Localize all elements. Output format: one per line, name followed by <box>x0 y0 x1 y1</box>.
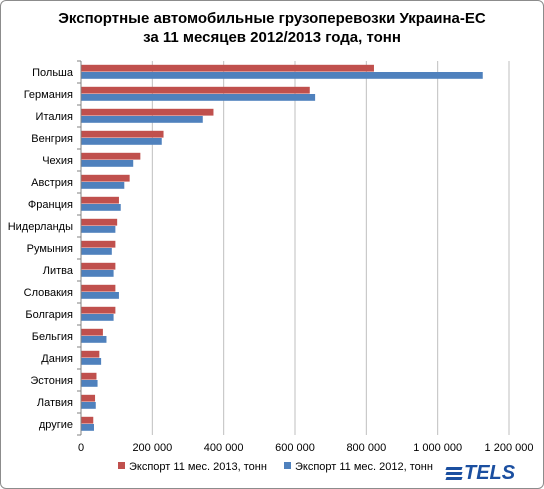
bar-2012 <box>81 314 114 321</box>
bar-2013 <box>81 196 119 204</box>
category-label: Польша <box>32 67 74 79</box>
category-label: Италия <box>36 111 74 123</box>
chart-title-line1: Экспортные автомобильные грузоперевозки … <box>58 10 486 27</box>
bar-2013 <box>81 262 116 270</box>
category-label: Словакия <box>24 287 73 299</box>
category-label: Дания <box>41 353 73 365</box>
bar-2012 <box>81 270 114 277</box>
category-label: Венгрия <box>31 133 73 145</box>
category-label: Франция <box>28 199 73 211</box>
x-tick-label: 600 000 <box>275 442 315 454</box>
bar-2012 <box>81 358 102 365</box>
x-tick-label: 1 200 000 <box>485 442 534 454</box>
legend-item-2012: Экспорт 11 мес. 2012, тонн <box>283 461 433 473</box>
legend-item-2013: Экспорт 11 мес. 2013, тонн <box>118 461 267 473</box>
bar-2013 <box>81 328 103 336</box>
bar-2012 <box>81 226 116 233</box>
legend-swatch-2012 <box>283 462 291 469</box>
bar-2013 <box>81 218 118 226</box>
bar-2013 <box>81 372 97 380</box>
x-tick-label: 200 000 <box>132 442 172 454</box>
bar-2013 <box>81 394 96 402</box>
category-label: другие <box>39 419 73 431</box>
x-tick-label: 400 000 <box>204 442 244 454</box>
bar-2013 <box>81 108 214 116</box>
chart-title: Экспортные автомобильные грузоперевозки … <box>0 9 544 47</box>
category-label: Латвия <box>37 397 73 409</box>
bar-2013 <box>81 64 374 72</box>
bar-2013 <box>81 86 310 94</box>
bar-2012 <box>81 204 121 211</box>
category-label: Румыния <box>27 243 73 255</box>
logo-stripes-icon <box>445 465 463 482</box>
bar-2012 <box>81 336 107 343</box>
legend-label-2013: Экспорт 11 мес. 2013, тонн <box>129 461 267 473</box>
category-label: Эстония <box>30 375 73 387</box>
bar-2013 <box>81 130 164 138</box>
bar-2012 <box>81 292 119 299</box>
bar-2013 <box>81 152 141 160</box>
bar-2012 <box>81 116 203 123</box>
category-label: Нидерланды <box>8 221 73 233</box>
bar-2013 <box>81 416 94 424</box>
bar-2012 <box>81 94 316 101</box>
bar-2013 <box>81 284 116 292</box>
x-tick-label: 0 <box>78 442 84 454</box>
bar-2012 <box>81 424 94 431</box>
bar-2013 <box>81 240 116 248</box>
category-label: Литва <box>43 265 74 277</box>
bar-2012 <box>81 160 134 167</box>
chart-legend: Экспорт 11 мес. 2013, тонн Экспорт 11 ме… <box>118 461 447 473</box>
tels-logo: TELS <box>445 462 516 485</box>
chart-title-line2: за 11 месяцев 2012/2013 года, тонн <box>143 29 401 46</box>
bar-2012 <box>81 182 125 189</box>
bar-2012 <box>81 138 162 145</box>
legend-swatch-2013 <box>118 462 125 469</box>
category-label: Болгария <box>25 309 73 321</box>
bar-2013 <box>81 350 100 358</box>
legend-label-2012: Экспорт 11 мес. 2012, тонн <box>294 461 433 473</box>
category-label: Бельгия <box>32 331 73 343</box>
category-label: Германия <box>24 89 73 101</box>
bar-2012 <box>81 248 112 255</box>
bar-2013 <box>81 174 130 182</box>
bar-2012 <box>81 402 96 409</box>
bar-2012 <box>81 72 483 79</box>
x-tick-label: 1 000 000 <box>413 442 462 454</box>
bar-2013 <box>81 306 116 314</box>
bar-2012 <box>81 380 98 387</box>
logo-text: TELS <box>464 462 516 484</box>
category-label: Чехия <box>42 155 73 167</box>
category-label: Австрия <box>31 177 73 189</box>
x-tick-label: 800 000 <box>346 442 386 454</box>
